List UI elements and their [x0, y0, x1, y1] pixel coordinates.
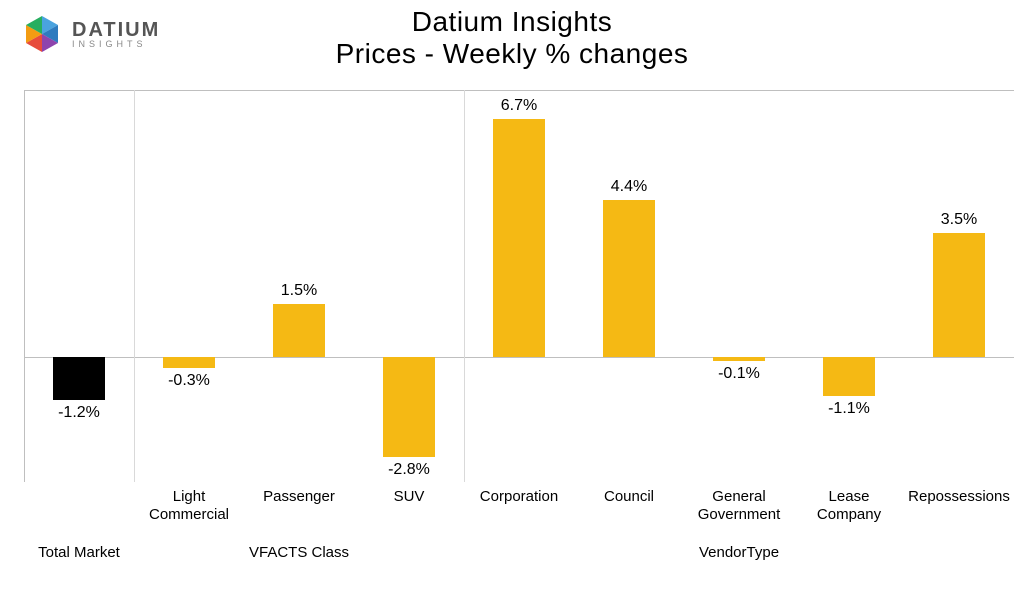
category-label: Corporation	[480, 488, 558, 506]
x-axis: LightCommercial Passenger SUV Corporation Co…	[24, 482, 1014, 582]
bar	[53, 357, 106, 400]
title-line-1: Datium Insights	[0, 6, 1024, 38]
group-label: Total Market	[38, 544, 120, 561]
bar-value-label: 4.4%	[611, 178, 647, 196]
title-line-2: Prices - Weekly % changes	[0, 38, 1024, 70]
chart: -1.2% -0.3% 1.5% -2.8% 6.7% 4.4% -0.1% -1.1% 3.5…	[24, 90, 1014, 582]
group-label: VendorType	[699, 544, 779, 561]
bar	[163, 357, 216, 368]
category-label: Repossessions	[908, 488, 1010, 506]
group-label: VFACTS Class	[249, 544, 349, 561]
bar	[493, 119, 546, 358]
bar-value-label: -1.2%	[58, 404, 100, 422]
group-divider	[464, 90, 465, 482]
chart-title: Datium Insights Prices - Weekly % change…	[0, 6, 1024, 70]
bar-value-label: -0.1%	[718, 365, 760, 383]
plot-left-border	[24, 90, 25, 482]
bar-value-label: 1.5%	[281, 282, 317, 300]
bar	[273, 304, 326, 357]
bar-value-label: 3.5%	[941, 211, 977, 229]
page-root: DATIUM INSIGHTS Datium Insights Prices -…	[0, 0, 1024, 594]
plot-area: -1.2% -0.3% 1.5% -2.8% 6.7% 4.4% -0.1% -1.1% 3.5…	[24, 90, 1014, 482]
plot-top-border	[24, 90, 1014, 91]
bar	[713, 357, 766, 361]
bar	[933, 233, 986, 358]
group-divider	[134, 90, 135, 482]
category-label: SUV	[394, 488, 425, 506]
bar-value-label: -0.3%	[168, 372, 210, 390]
bar	[603, 200, 656, 357]
bar-value-label: 6.7%	[501, 97, 537, 115]
category-label: Council	[604, 488, 654, 506]
category-label: GeneralGovernment	[698, 488, 781, 524]
category-label: LeaseCompany	[817, 488, 881, 524]
bar	[823, 357, 876, 396]
category-label: Passenger	[263, 488, 335, 506]
category-label: LightCommercial	[149, 488, 229, 524]
bar-value-label: -2.8%	[388, 461, 430, 479]
bar	[383, 357, 436, 457]
bar-value-label: -1.1%	[828, 400, 870, 418]
